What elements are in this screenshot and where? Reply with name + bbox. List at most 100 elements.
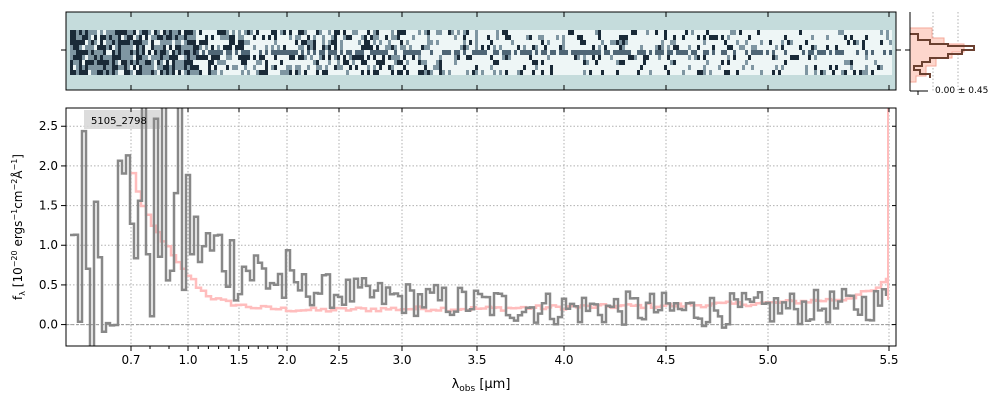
trace-pixel (814, 35, 817, 40)
trace-pixel (226, 40, 229, 45)
trace-pixel (550, 30, 553, 35)
trace-pixel (379, 65, 382, 70)
trace-pixel (82, 35, 85, 40)
trace-pixel (643, 40, 646, 45)
trace-pixel (178, 70, 181, 75)
trace-pixel (775, 60, 778, 65)
trace-pixel (379, 40, 382, 45)
trace-pixel (754, 30, 757, 35)
trace-pixel (85, 50, 88, 55)
trace-pixel (706, 30, 709, 35)
trace-pixel (115, 30, 118, 35)
trace-pixel (79, 65, 82, 70)
trace-pixel (475, 45, 478, 50)
trace-pixel (169, 65, 172, 70)
y-axis-label: fλ [10−20 ergs−1cm−2Å−1] (10, 154, 27, 300)
trace-pixel (883, 55, 886, 60)
trace-pixel (331, 55, 334, 60)
trace-pixel (343, 30, 346, 35)
trace-pixel (184, 40, 187, 45)
trace-pixel (286, 40, 289, 45)
trace-pixel (544, 30, 547, 35)
trace-pixel (148, 30, 151, 35)
trace-pixel (586, 50, 589, 55)
trace-pixel (187, 60, 190, 65)
trace-pixel (388, 55, 391, 60)
trace-pixel (844, 35, 847, 40)
trace-pixel (787, 45, 790, 50)
trace-pixel (712, 70, 715, 75)
trace-pixel (124, 45, 127, 50)
trace-pixel (886, 35, 889, 40)
trace-pixel (862, 30, 865, 35)
trace-pixel (874, 60, 877, 65)
trace-pixel (118, 30, 121, 35)
trace-pixel (76, 50, 79, 55)
trace-pixel (850, 65, 853, 70)
trace-pixel (439, 55, 442, 60)
trace-pixel (409, 40, 412, 45)
trace-pixel (520, 30, 523, 35)
trace-pixel (838, 35, 841, 40)
trace-pixel (583, 30, 586, 35)
trace-pixel (691, 65, 694, 70)
trace-pixel (94, 40, 97, 45)
trace-pixel (226, 45, 229, 50)
trace-pixel (685, 30, 688, 35)
trace-pixel (796, 65, 799, 70)
trace-pixel (766, 70, 769, 75)
trace-pixel (655, 55, 658, 60)
trace-pixel (496, 60, 499, 65)
trace-pixel (610, 45, 613, 50)
trace-pixel (352, 70, 355, 75)
trace-pixel (397, 60, 400, 65)
trace-pixel (736, 40, 739, 45)
trace-pixel (607, 70, 610, 75)
trace-pixel (535, 45, 538, 50)
trace-pixel (130, 40, 133, 45)
trace-pixel (427, 45, 430, 50)
trace-pixel (259, 60, 262, 65)
trace-pixel (439, 30, 442, 35)
trace-pixel (307, 55, 310, 60)
trace-pixel (577, 40, 580, 45)
trace-pixel (529, 60, 532, 65)
trace-pixel (190, 30, 193, 35)
trace-pixel (634, 70, 637, 75)
spectrum-1d-panel: 5105_2798 0.7 1.0 1.5 2.0 2.5 3.0 3.5 4.0 4.5 5.0… (10, 107, 899, 394)
trace-pixel (217, 40, 220, 45)
x-tick-label: 4.0 (554, 353, 573, 367)
trace-pixel (757, 35, 760, 40)
trace-pixel (661, 65, 664, 70)
trace-pixel (211, 50, 214, 55)
trace-pixel (223, 45, 226, 50)
trace-pixel (196, 45, 199, 50)
trace-pixel (397, 50, 400, 55)
trace-pixel (394, 70, 397, 75)
trace-pixel (805, 65, 808, 70)
trace-pixel (547, 65, 550, 70)
trace-pixel (679, 35, 682, 40)
trace-pixel (481, 55, 484, 60)
trace-pixel (784, 60, 787, 65)
trace-pixel (427, 35, 430, 40)
trace-pixel (871, 60, 874, 65)
trace-pixel (280, 30, 283, 35)
trace-pixel (109, 65, 112, 70)
trace-pixel (76, 70, 79, 75)
trace-pixel (406, 65, 409, 70)
trace-pixel (574, 60, 577, 65)
trace-pixel (589, 45, 592, 50)
trace-pixel (457, 40, 460, 45)
trace-pixel (865, 35, 868, 40)
trace-pixel (769, 35, 772, 40)
trace-pixel (331, 70, 334, 75)
trace-pixel (133, 70, 136, 75)
trace-pixel (784, 70, 787, 75)
trace-pixel (766, 60, 769, 65)
trace-pixel (235, 35, 238, 40)
trace-pixel (829, 30, 832, 35)
trace-pixel (535, 35, 538, 40)
trace-pixel (436, 70, 439, 75)
trace-pixel (508, 30, 511, 35)
